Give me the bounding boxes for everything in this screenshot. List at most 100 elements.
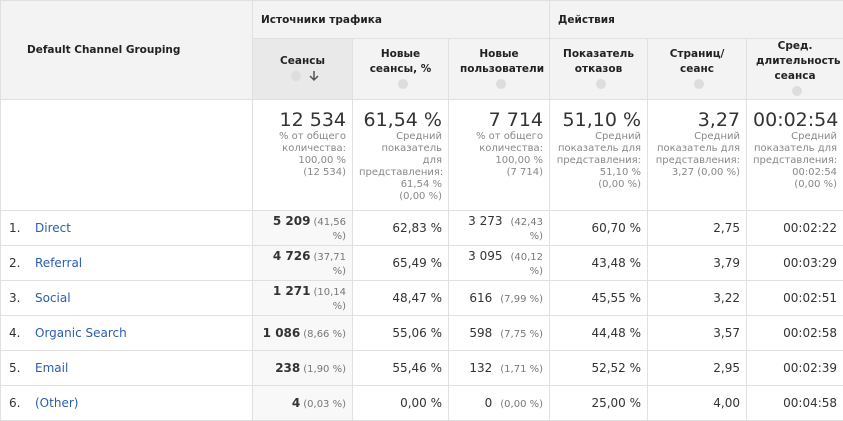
- help-icon: [291, 71, 301, 81]
- avg-duration-cell: 00:02:51: [747, 281, 843, 316]
- group-header: Действия: [550, 1, 843, 39]
- total-note: показатель для: [556, 143, 641, 155]
- sessions-value: 5 209: [273, 214, 311, 228]
- total-note: 3,27 (0,00 %): [654, 167, 740, 179]
- column-title: Страниц/сеанс: [658, 47, 736, 77]
- column-header[interactable]: Страниц/сеанс: [648, 39, 747, 100]
- avg-duration-cell: 00:02:39: [747, 351, 843, 386]
- totals-label-cell: [1, 100, 253, 211]
- bounce-rate-cell: 52,52 %: [550, 351, 648, 386]
- channel-link[interactable]: (Other): [35, 396, 78, 410]
- sessions-value: 1 086: [263, 326, 301, 340]
- new-sessions-cell: 62,83 %: [353, 211, 449, 246]
- sessions-percent: (0,03 %): [303, 399, 346, 410]
- total-note: % от общего: [259, 131, 346, 143]
- sessions-percent: (1,90 %): [303, 364, 346, 375]
- column-header[interactable]: Сред. длительность сеанса: [747, 39, 843, 100]
- column-header[interactable]: Сеансы: [253, 39, 353, 100]
- sessions-percent: (41,56 %): [313, 217, 346, 242]
- row-index: 1.: [9, 221, 35, 235]
- new-sessions-cell: 0,00 %: [353, 386, 449, 421]
- total-note: Средний: [359, 131, 442, 143]
- total-note: представления:: [556, 155, 641, 167]
- total-value: 7 714: [455, 109, 543, 131]
- column-header[interactable]: Показатель отказов: [550, 39, 648, 100]
- new-sessions-cell: 48,47 %: [353, 281, 449, 316]
- pages-per-session-cell: 3,22: [648, 281, 747, 316]
- channel-link[interactable]: Social: [35, 291, 71, 305]
- channel-link[interactable]: Email: [35, 361, 68, 375]
- pages-per-session-cell: 2,75: [648, 211, 747, 246]
- channel-header: Default Channel Grouping: [1, 1, 253, 100]
- sessions-cell: 238(1,90 %): [253, 351, 353, 386]
- total-note: (0,00 %): [556, 179, 641, 191]
- new-users-percent: (7,99 %): [500, 294, 543, 305]
- channel-link[interactable]: Organic Search: [35, 326, 127, 340]
- total-value: 51,10 %: [556, 109, 641, 131]
- help-icon: [694, 79, 704, 89]
- row-index: 5.: [9, 361, 35, 375]
- total-note: представления:: [654, 155, 740, 167]
- total-note: количества:: [259, 143, 346, 155]
- bounce-rate-cell: 43,48 %: [550, 246, 648, 281]
- new-users-value: 3 095: [468, 249, 502, 263]
- new-users-percent: (42,43 %): [510, 217, 543, 242]
- total-note: 100,00 %: [259, 155, 346, 167]
- total-note: Средний: [654, 131, 740, 143]
- sessions-value: 4: [292, 396, 300, 410]
- help-icon: [496, 79, 506, 89]
- column-title: Сред. длительность сеанса: [756, 39, 834, 84]
- total-note: представления:: [753, 155, 837, 167]
- total-note: (0,00 %): [753, 179, 837, 191]
- total-note: (12 534): [259, 167, 346, 179]
- data-row: 6.(Other)4(0,03 %)0,00 %0(0,00 %)25,00 %…: [1, 386, 843, 421]
- new-users-value: 0: [485, 396, 493, 410]
- avg-duration-cell: 00:02:58: [747, 316, 843, 351]
- row-index: 2.: [9, 256, 35, 270]
- total-value: 3,27: [654, 109, 740, 131]
- column-title: Новые пользователи: [460, 47, 538, 77]
- new-users-cell: 0(0,00 %): [449, 386, 550, 421]
- new-users-value: 3 273: [468, 214, 502, 228]
- total-note: показатель для: [753, 143, 837, 155]
- new-sessions-cell: 55,06 %: [353, 316, 449, 351]
- sessions-cell: 1 271(10,14 %): [253, 281, 353, 316]
- new-users-percent: (40,12 %): [510, 252, 543, 277]
- channel-cell: 3.Social: [1, 281, 253, 316]
- channel-cell: 4.Organic Search: [1, 316, 253, 351]
- channel-link[interactable]: Direct: [35, 221, 71, 235]
- row-index: 4.: [9, 326, 35, 340]
- pages-per-session-cell: 4,00: [648, 386, 747, 421]
- new-users-value: 132: [469, 361, 492, 375]
- total-note: Средний: [753, 131, 837, 143]
- new-users-cell: 3 273 (42,43 %): [449, 211, 550, 246]
- total-note: Средний: [556, 131, 641, 143]
- total-note: количества:: [455, 143, 543, 155]
- column-header[interactable]: Новые сеансы, %: [353, 39, 449, 100]
- sort-arrow[interactable]: [309, 70, 319, 82]
- channel-link[interactable]: Referral: [35, 256, 82, 270]
- total-note: (7 714): [455, 167, 543, 179]
- bounce-rate-cell: 25,00 %: [550, 386, 648, 421]
- group-header: Источники трафика: [253, 1, 550, 39]
- total-value: 00:02:54: [753, 109, 837, 131]
- channel-cell: 2.Referral: [1, 246, 253, 281]
- avg-duration-cell: 00:03:29: [747, 246, 843, 281]
- pages-per-session-cell: 2,95: [648, 351, 747, 386]
- total-value: 12 534: [259, 109, 346, 131]
- new-users-cell: 598(7,75 %): [449, 316, 550, 351]
- new-users-cell: 616(7,99 %): [449, 281, 550, 316]
- column-header[interactable]: Новые пользователи: [449, 39, 550, 100]
- sessions-cell: 5 209(41,56 %): [253, 211, 353, 246]
- total-note: 61,54 %: [359, 179, 442, 191]
- total-note: % от общего: [455, 131, 543, 143]
